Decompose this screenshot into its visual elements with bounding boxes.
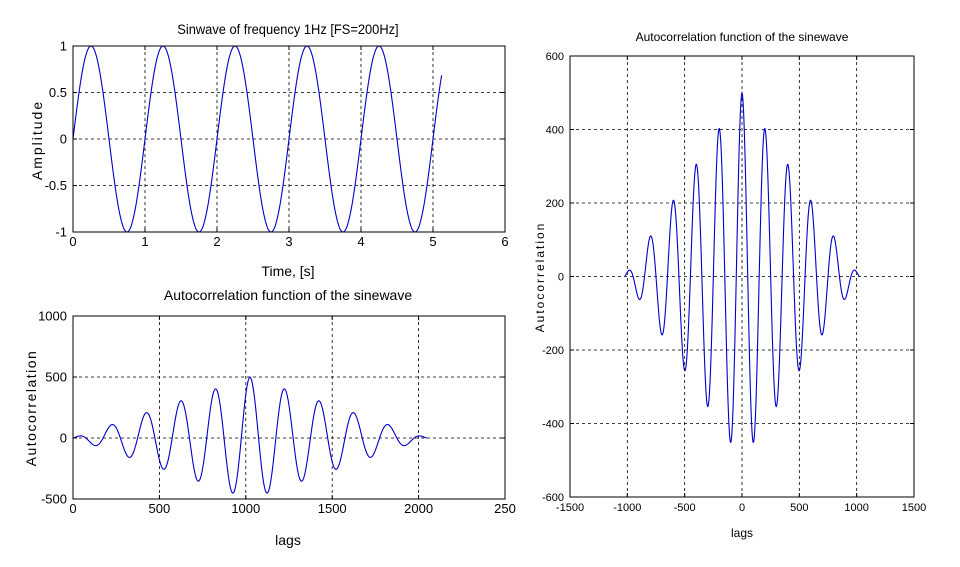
acorr-large-ytick-label: 600 <box>546 51 564 63</box>
sine-xtick-label: 1 <box>141 234 148 249</box>
acorr-large-ytick-label: -400 <box>542 418 564 430</box>
sine-ytick-label: -1 <box>55 225 67 240</box>
autocorr-large-title: Autocorrelation function of the sinewave <box>636 30 849 44</box>
sine-ytick-label: -0.5 <box>45 178 67 193</box>
sine-xtick-label: 0 <box>69 234 76 249</box>
sine-xtick-label: 2 <box>213 234 220 249</box>
autocorr-small-plot: Autocorrelation function of the sinewave… <box>23 287 516 548</box>
autocorr-small-title: Autocorrelation function of the sinewave <box>164 287 412 303</box>
sine-ytick-label: 0.5 <box>49 85 67 100</box>
autocorr-large-xlabel: lags <box>731 526 753 540</box>
acorr-large-xtick-label: 0 <box>739 502 745 514</box>
acorr-small-xtick-label: 500 <box>149 501 171 516</box>
sine-ytick-label: 1 <box>60 39 67 54</box>
acorr-small-xtick-label: 250 <box>494 501 516 516</box>
acorr-large-ytick-label: -600 <box>542 492 564 504</box>
acorr-large-xtick-label: -500 <box>674 502 696 514</box>
acorr-large-series-line <box>624 90 860 443</box>
acorr-large-xtick-label: 500 <box>790 502 808 514</box>
sine-xtick-label: 3 <box>285 234 292 249</box>
sine-title: Sinwave of frequency 1Hz [FS=200Hz] <box>177 22 398 38</box>
acorr-small-xtick-label: 2000 <box>404 501 433 516</box>
sine-xtick-label: 4 <box>357 234 364 249</box>
acorr-small-ytick-label: -500 <box>41 492 67 507</box>
autocorr-large-ylabel: Autocorrelation <box>533 222 547 333</box>
acorr-small-xtick-label: 0 <box>69 501 76 516</box>
acorr-small-axes-frame <box>72 315 506 500</box>
acorr-large-xtick-label: 1000 <box>844 502 868 514</box>
acorr-small-xtick-label: 1000 <box>231 501 260 516</box>
autocorr-small-ylabel: Autocorrelation <box>23 350 39 467</box>
autocorr-small-xlabel: lags <box>275 532 301 548</box>
acorr-large-xtick-label: -1500 <box>556 502 584 514</box>
acorr-large-ytick-label: -200 <box>542 345 564 357</box>
acorr-large-ytick-label: 0 <box>558 271 564 283</box>
sine-xlabel: Time, [s] <box>261 263 314 279</box>
acorr-large-ytick-label: 400 <box>546 124 564 136</box>
acorr-small-ytick-label: 0 <box>60 431 67 446</box>
acorr-small-xtick-label: 1500 <box>318 501 347 516</box>
acorr-large-ytick-label: 200 <box>546 198 564 210</box>
sine-plot: Sinwave of frequency 1Hz [FS=200Hz] Time… <box>29 22 509 279</box>
acorr-large-xtick-label: -1000 <box>613 502 641 514</box>
acorr-small-series-line <box>72 376 428 494</box>
acorr-small-ytick-label: 500 <box>45 370 67 385</box>
sine-xtick-label: 6 <box>501 234 508 249</box>
acorr-small-ytick-label: 1000 <box>38 309 67 324</box>
sine-ylabel: Amplitude <box>29 100 45 180</box>
sine-xtick-label: 5 <box>429 234 436 249</box>
autocorr-large-plot: Autocorrelation function of the sinewave… <box>533 30 926 540</box>
acorr-large-xtick-label: 1500 <box>902 502 926 514</box>
sine-series-line <box>72 45 443 233</box>
sine-ytick-label: 0 <box>60 132 67 147</box>
